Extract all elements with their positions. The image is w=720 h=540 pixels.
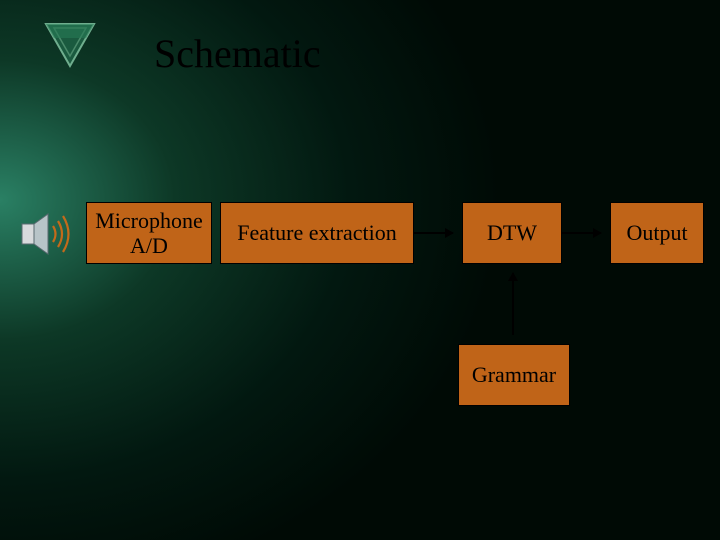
node-microphone-ad: MicrophoneA/D	[86, 202, 212, 264]
node-label: DTW	[487, 220, 537, 245]
edge-dtw-to-output	[562, 232, 601, 234]
node-grammar: Grammar	[458, 344, 570, 406]
node-dtw: DTW	[462, 202, 562, 264]
bullet-triangle-icon	[38, 14, 102, 83]
node-label: Output	[626, 220, 687, 245]
node-label: MicrophoneA/D	[95, 208, 203, 259]
speaker-icon	[20, 210, 78, 263]
edge-feat-to-dtw	[414, 232, 453, 234]
node-output: Output	[610, 202, 704, 264]
edge-grammar-to-dtw	[512, 273, 514, 335]
node-label: Feature extraction	[237, 220, 396, 245]
slide-title: Schematic	[154, 30, 321, 77]
node-label: Grammar	[472, 362, 556, 387]
node-feature-extraction: Feature extraction	[220, 202, 414, 264]
